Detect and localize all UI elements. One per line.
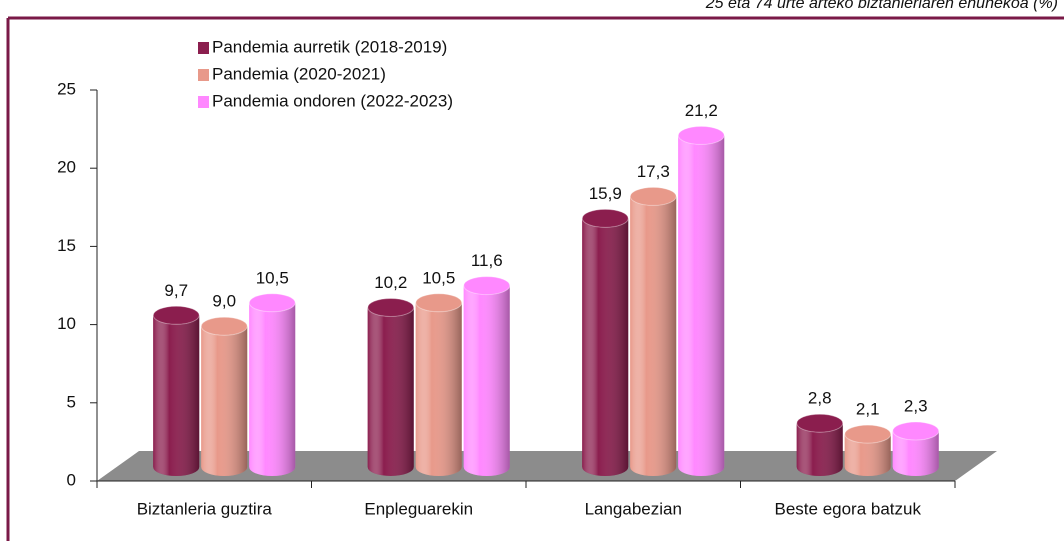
bar-top [200,316,248,336]
data-label: 10,5 [256,268,289,287]
bar-shade [463,285,510,476]
data-label: 21,2 [685,101,718,120]
data-label: 17,3 [637,162,670,181]
bar-top [415,293,463,313]
subtitle: 25 eta 74 urte arteko biztanleriaren ehu… [705,0,1058,12]
bar-top [796,413,844,433]
y-tick-label: 0 [67,470,76,489]
bar-top [629,186,677,206]
y-tick-label: 10 [57,314,76,333]
floor [97,451,997,481]
legend-swatch [198,96,209,108]
bar-shade [367,307,414,476]
y-tick-label: 15 [57,236,76,255]
y-tick-label: 25 [57,79,76,98]
bar-top [152,305,200,325]
bar-shade [892,431,939,476]
x-tick-label: Biztanleria guztira [137,499,273,518]
y-tick-label: 20 [57,158,76,177]
bar-shade [415,302,462,476]
data-label: 15,9 [589,184,622,203]
data-label: 9,7 [164,281,188,300]
data-label: 10,5 [422,268,455,287]
legend-swatch [198,42,209,54]
data-label: 2,1 [856,400,880,419]
y-tick-label: 5 [67,392,76,411]
x-tick-label: Enpleguarekin [364,499,473,518]
data-label: 10,2 [374,273,407,292]
data-label: 9,0 [212,292,236,311]
bar-shade [796,423,843,476]
legend-label: Pandemia ondoren (2022-2023) [212,91,453,110]
bar-top [844,424,892,444]
legend-label: Pandemia (2020-2021) [212,64,386,83]
bar-shade [153,315,200,476]
legend-swatch [198,69,209,81]
bar-shade [844,434,891,476]
bar-top [677,125,725,145]
data-label: 11,6 [471,251,503,270]
bar-top [892,421,940,441]
bar-top [463,276,511,296]
data-label: 2,8 [808,389,832,408]
bar-top [248,293,296,313]
x-tick-label: Beste egora batzuk [775,499,922,518]
bar-top [581,208,629,228]
bar-shade [678,135,725,476]
bar-shade [201,326,248,476]
bar-shade [249,302,296,476]
data-label: 2,3 [904,397,928,416]
bar-shade [630,196,677,477]
bar-shade [582,218,629,476]
legend-label: Pandemia aurretik (2018-2019) [212,37,447,56]
x-tick-label: Langabezian [585,499,682,518]
bar-top [367,297,415,317]
